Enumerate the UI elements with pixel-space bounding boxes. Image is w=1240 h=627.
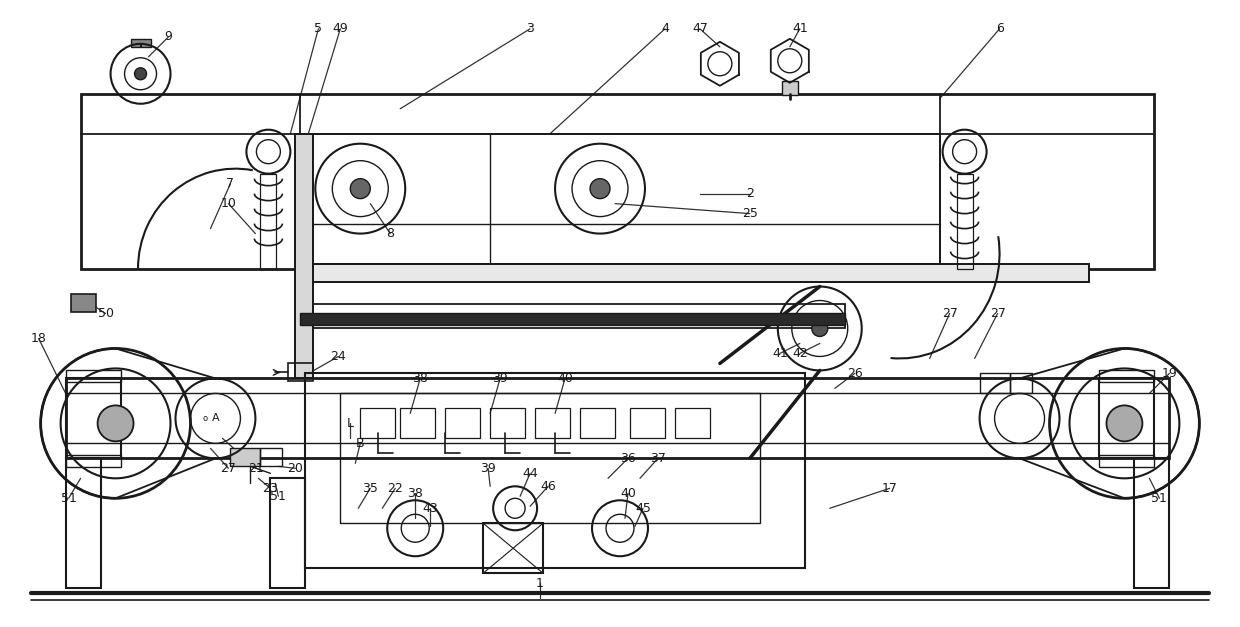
Bar (484, 524, 543, 573)
Text: o: o (203, 414, 208, 423)
Text: 47: 47 (692, 23, 708, 35)
Text: 38: 38 (412, 372, 428, 385)
Text: 25: 25 (742, 207, 758, 220)
Bar (270, 478, 305, 588)
Text: 9: 9 (165, 30, 172, 43)
Text: 24: 24 (330, 350, 346, 363)
Circle shape (1106, 406, 1142, 441)
Text: 22: 22 (387, 482, 403, 495)
Text: 41: 41 (792, 23, 807, 35)
Text: 23: 23 (263, 482, 278, 495)
Text: 26: 26 (847, 367, 863, 380)
Text: 44: 44 (522, 467, 538, 480)
Text: 19: 19 (1162, 367, 1177, 380)
Bar (340, 393, 760, 524)
Text: 27: 27 (221, 462, 237, 475)
Text: 50: 50 (98, 307, 114, 320)
Circle shape (351, 179, 371, 199)
Text: 51: 51 (61, 492, 77, 505)
Text: 5: 5 (314, 23, 322, 35)
Bar (305, 374, 805, 568)
Text: 51: 51 (1152, 492, 1167, 505)
Text: 3: 3 (526, 23, 534, 35)
Text: 45: 45 (635, 502, 651, 515)
Bar (66, 379, 1169, 458)
Text: 10: 10 (221, 197, 237, 210)
Bar (81, 94, 1154, 268)
Circle shape (98, 406, 134, 441)
Text: A: A (212, 413, 219, 423)
Bar (536, 408, 570, 438)
Text: 51: 51 (270, 490, 286, 503)
Text: 38: 38 (407, 487, 423, 500)
Bar (980, 374, 1009, 393)
Bar (300, 303, 844, 329)
Circle shape (812, 320, 828, 337)
Bar (1009, 374, 1032, 393)
Bar (66, 458, 100, 588)
Bar (66, 371, 120, 382)
Text: L: L (347, 417, 353, 430)
Bar (130, 39, 150, 47)
Text: 39: 39 (492, 372, 508, 385)
Bar (1135, 458, 1169, 588)
Text: 1: 1 (536, 577, 544, 590)
Text: 20: 20 (288, 462, 304, 475)
Circle shape (135, 68, 146, 80)
Text: 18: 18 (31, 332, 47, 345)
Text: B: B (356, 437, 365, 450)
Bar (1100, 371, 1154, 382)
Text: 8: 8 (386, 227, 394, 240)
Bar (300, 263, 1090, 282)
Text: 2: 2 (746, 187, 754, 200)
Bar (490, 408, 525, 438)
Bar (675, 408, 709, 438)
Bar (295, 134, 314, 379)
Circle shape (590, 179, 610, 199)
Bar (1100, 379, 1154, 458)
Bar (300, 314, 844, 325)
Bar (300, 263, 1090, 282)
Text: 39: 39 (480, 462, 496, 475)
Bar (260, 174, 277, 268)
Bar (580, 408, 615, 438)
Text: 21: 21 (248, 462, 264, 475)
Bar (66, 455, 120, 467)
Text: 43: 43 (423, 502, 438, 515)
Bar (260, 448, 283, 466)
Bar (231, 448, 260, 466)
Text: 27: 27 (990, 307, 1006, 320)
Text: 35: 35 (362, 482, 378, 495)
Bar (66, 379, 120, 458)
Bar (401, 408, 435, 438)
Bar (1100, 455, 1154, 467)
Bar (295, 134, 314, 379)
Bar (71, 293, 95, 312)
Text: 46: 46 (541, 480, 556, 493)
Text: 41: 41 (773, 347, 787, 360)
Text: 40: 40 (620, 487, 636, 500)
Text: 40: 40 (557, 372, 573, 385)
Text: 17: 17 (882, 482, 898, 495)
Bar (300, 134, 940, 263)
Bar (956, 174, 972, 268)
Bar (630, 408, 665, 438)
Text: 49: 49 (332, 23, 348, 35)
Text: 6: 6 (996, 23, 1003, 35)
Bar (289, 364, 314, 381)
Text: 37: 37 (650, 452, 666, 465)
Bar (445, 408, 480, 438)
Text: 36: 36 (620, 452, 636, 465)
Bar (361, 408, 396, 438)
Bar (781, 81, 797, 95)
Text: 4: 4 (661, 23, 668, 35)
Text: 42: 42 (792, 347, 807, 360)
Text: 27: 27 (941, 307, 957, 320)
Text: 7: 7 (227, 177, 234, 190)
